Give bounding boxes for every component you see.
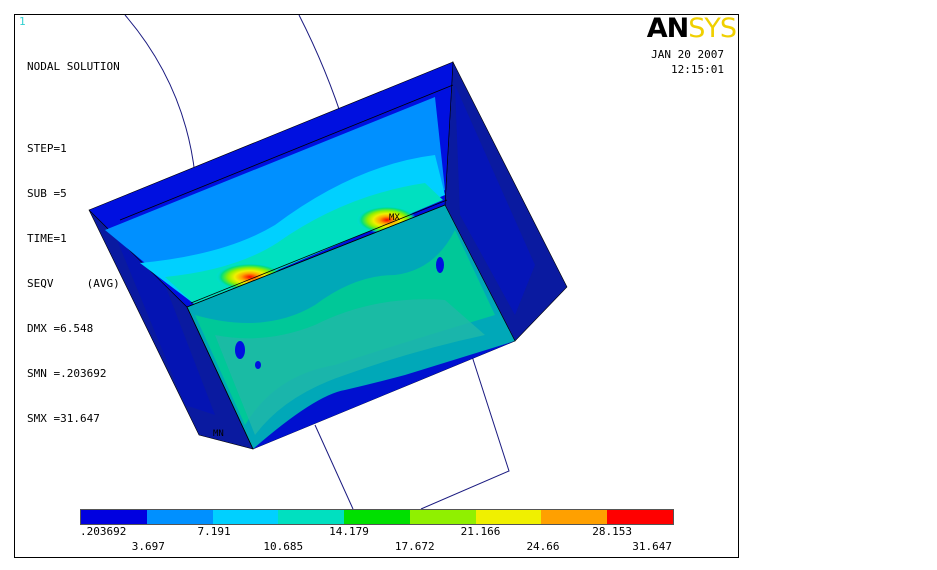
timestamp: JAN 20 2007 12:15:01 <box>651 47 724 77</box>
legend-label: 31.647 <box>632 540 672 553</box>
solution-info: NODAL SOLUTION STEP=1 SUB =5 TIME=1 SEQV… <box>27 29 120 456</box>
info-time: TIME=1 <box>27 232 67 245</box>
legend-swatch <box>607 510 674 524</box>
legend-label: 17.672 <box>394 540 435 553</box>
legend-swatch <box>541 510 608 524</box>
model-plot[interactable]: MX MN <box>15 15 738 557</box>
legend-swatch <box>81 510 147 524</box>
ansys-logo: ANSYS <box>646 14 737 44</box>
window-number: 1 <box>19 15 26 28</box>
info-result: SEQV (AVG) <box>27 277 120 290</box>
mn-marker: MN <box>213 429 224 439</box>
title-label: NODAL SOLUTION <box>27 60 120 73</box>
legend-label: 3.697 <box>131 540 165 553</box>
legend-swatch <box>475 510 542 524</box>
legend-label: 21.166 <box>460 525 501 538</box>
legend-label: .203692 <box>80 525 127 538</box>
legend-label: 14.179 <box>329 525 369 538</box>
info-sub: SUB =5 <box>27 187 67 200</box>
time-label: 12:15:01 <box>671 63 724 76</box>
legend-swatch <box>212 510 279 524</box>
legend-swatch <box>344 510 410 524</box>
legend-label: 24.66 <box>526 540 560 553</box>
legend-swatch <box>278 510 345 524</box>
contour-legend-bar <box>80 509 674 525</box>
info-dmx: DMX =6.548 <box>27 322 94 335</box>
legend-label: 10.685 <box>263 540 304 553</box>
info-step: STEP=1 <box>27 142 67 155</box>
graphics-window[interactable]: MX MN 1 NODAL SOLUTION STEP=1 SUB =5 TIM… <box>14 14 739 558</box>
date-label: JAN 20 2007 <box>651 48 724 61</box>
info-smx: SMX =31.647 <box>27 412 100 425</box>
legend-label: 28.153 <box>592 525 632 538</box>
legend-swatch <box>146 510 213 524</box>
legend-label: 7.191 <box>197 525 231 538</box>
info-smn: SMN =.203692 <box>27 367 107 380</box>
mx-marker: MX <box>389 213 400 223</box>
legend-swatch <box>409 510 476 524</box>
